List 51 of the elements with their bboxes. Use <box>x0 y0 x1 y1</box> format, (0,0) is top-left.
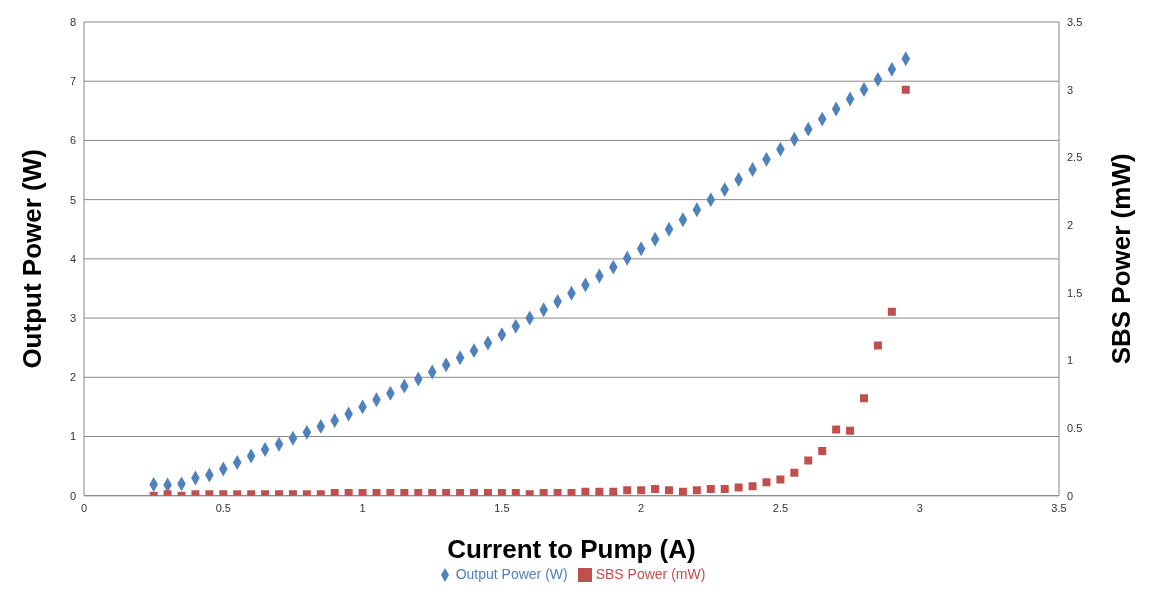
point <box>804 456 813 465</box>
x-tick-label: 3.5 <box>1051 501 1067 514</box>
point <box>818 447 827 456</box>
y-tick-label: 8 <box>69 15 76 28</box>
y2-tick-label: 0.5 <box>1067 421 1083 434</box>
legend-label: Output Power (W) <box>455 565 568 582</box>
y-tick-label: 2 <box>69 371 76 384</box>
point <box>762 478 771 487</box>
y2-tick-label: 2 <box>1067 218 1074 231</box>
point <box>832 425 841 434</box>
point <box>637 486 646 495</box>
point <box>720 484 729 493</box>
y-tick-label: 1 <box>69 430 76 443</box>
y2-tick-label: 3 <box>1067 83 1074 96</box>
x-tick-label: 0.5 <box>215 501 231 514</box>
point <box>665 486 673 495</box>
y-tick-label: 7 <box>69 75 76 88</box>
point <box>623 486 632 495</box>
x-tick-label: 2 <box>638 501 645 514</box>
y-tick-label: 5 <box>69 193 76 206</box>
y2-tick-label: 1.5 <box>1067 286 1083 299</box>
x-tick-label: 0 <box>80 501 88 514</box>
y-axis-title: Output Power (W) <box>17 149 48 369</box>
point <box>846 426 855 435</box>
x-tick-label: 2.5 <box>772 501 789 514</box>
y2-axis-title: SBS Power (mW) <box>1106 153 1137 365</box>
point <box>873 341 882 350</box>
point <box>275 490 283 496</box>
y2-tick-label: 2.5 <box>1067 151 1083 164</box>
y-tick-label: 3 <box>69 311 76 324</box>
point <box>776 475 785 484</box>
y2-tick-label: 1 <box>1067 354 1074 367</box>
legend-label: SBS Power (mW) <box>595 565 706 582</box>
y2-tick-label: 3.5 <box>1067 15 1083 28</box>
x-tick-label: 1.5 <box>494 501 510 514</box>
point <box>901 85 910 94</box>
point <box>692 486 701 495</box>
y-tick-label: 6 <box>69 134 76 147</box>
point <box>887 307 896 316</box>
x-tick-label: 3 <box>916 501 923 514</box>
point <box>651 484 660 493</box>
y2-tick-label: 0 <box>1067 489 1074 502</box>
point <box>748 482 757 491</box>
y-tick-label: 0 <box>69 489 76 502</box>
point <box>860 394 868 403</box>
point <box>790 468 799 477</box>
point <box>706 484 715 493</box>
y-tick-label: 4 <box>69 252 76 265</box>
point <box>734 483 743 492</box>
x-axis-title: Current to Pump (A) <box>447 533 696 564</box>
x-tick-label: 1 <box>359 501 366 514</box>
